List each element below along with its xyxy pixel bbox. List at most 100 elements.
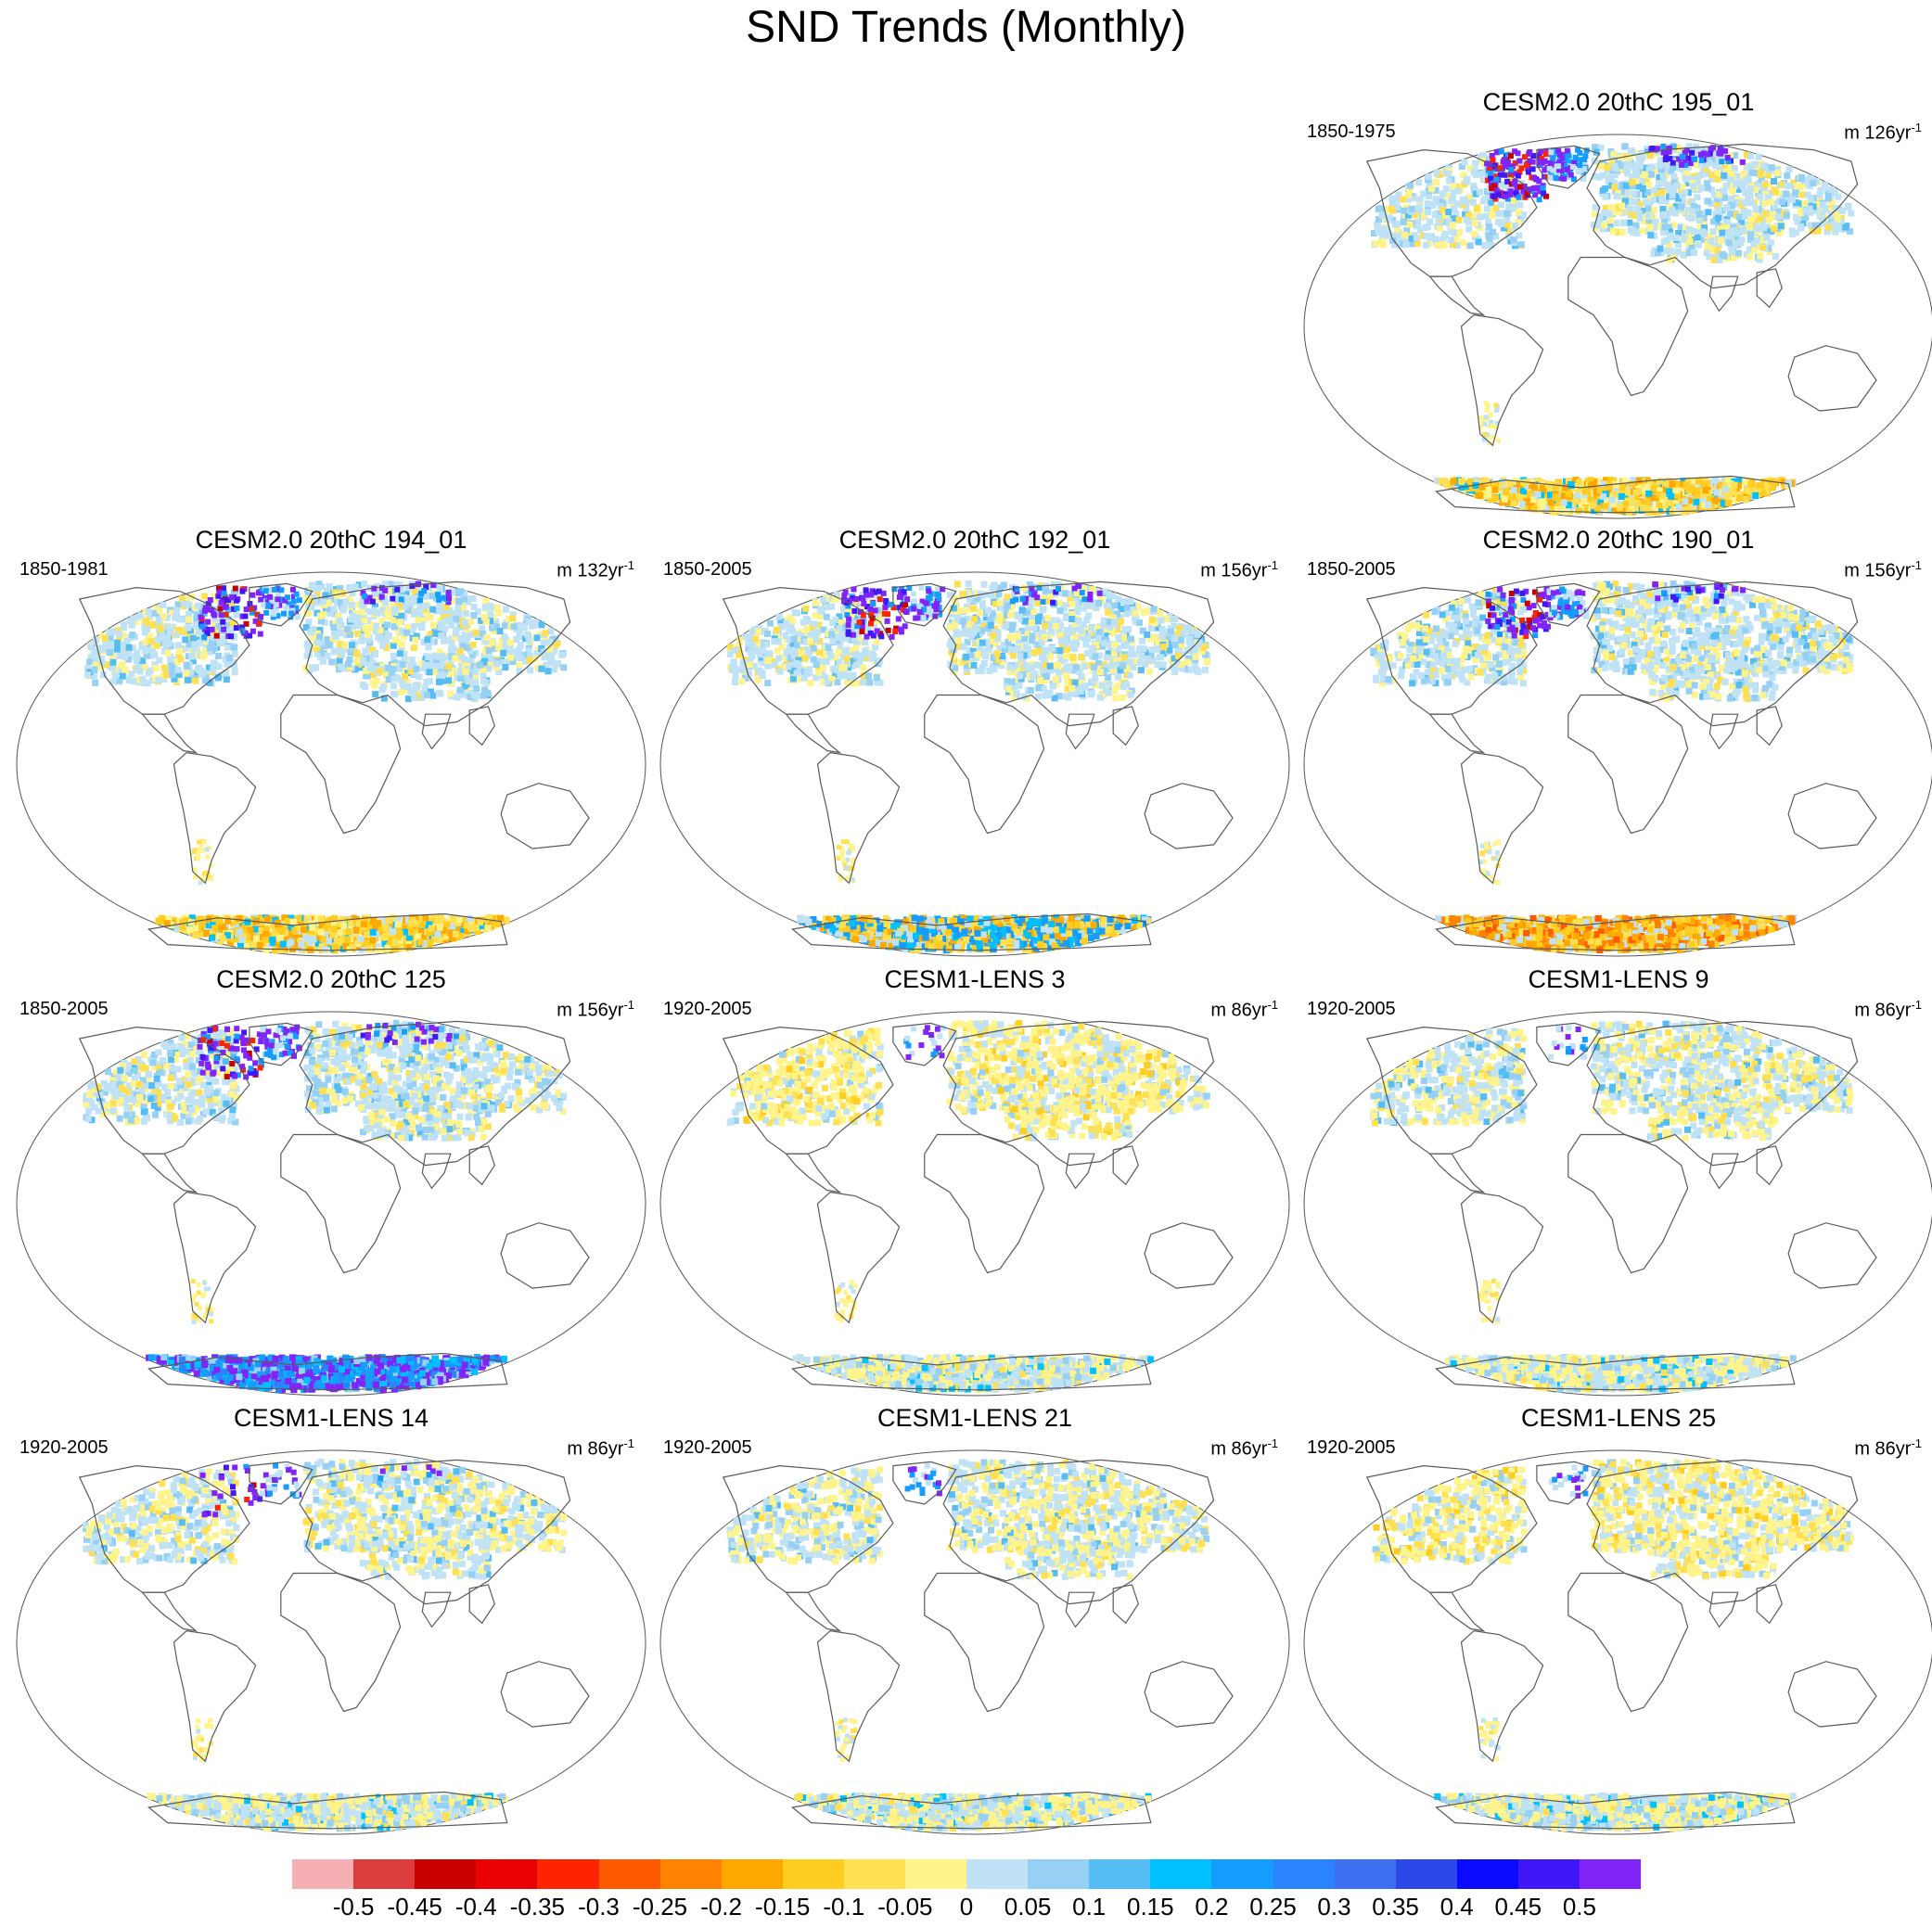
figure-title: SND Trends (Monthly) bbox=[0, 2, 1932, 54]
coastline-australia bbox=[1144, 783, 1234, 849]
coastline-eurasia bbox=[299, 1020, 571, 1167]
coastlines bbox=[722, 1459, 1234, 1830]
panel-units-exponent: -1 bbox=[1911, 121, 1922, 134]
panel-period: 1850-1981 bbox=[19, 558, 109, 581]
coastline-australia bbox=[1787, 1222, 1877, 1289]
coastline-seAsia bbox=[468, 1145, 495, 1186]
coastline-greenland bbox=[892, 582, 957, 627]
colorbar-label: 0.1 bbox=[1072, 1893, 1106, 1921]
panel-units: m 156yr-1 bbox=[1200, 555, 1278, 582]
snow-trend-north bbox=[726, 1020, 1210, 1142]
coastline-northAmerica bbox=[1365, 1464, 1538, 1593]
colorbar-label: 0.35 bbox=[1372, 1893, 1419, 1921]
coastline-africa bbox=[924, 1133, 1045, 1274]
coastline-centralAmerica bbox=[1428, 275, 1486, 316]
coastline-seAsia bbox=[1756, 1584, 1783, 1625]
colorbar-label: 0.4 bbox=[1440, 1893, 1474, 1921]
coastline-seAsia bbox=[1112, 1145, 1139, 1186]
snow-trend-north bbox=[1370, 581, 1854, 702]
coastline-india bbox=[1708, 1153, 1739, 1190]
panel-units-exponent: -1 bbox=[1911, 558, 1922, 572]
snow-trend-antarctica bbox=[1434, 1793, 1797, 1832]
coastlines bbox=[1365, 581, 1877, 951]
coastline-seAsia bbox=[1112, 706, 1139, 747]
snow-trend-north bbox=[1371, 143, 1855, 264]
colorbar-swatch bbox=[1273, 1859, 1336, 1889]
panel-units-base: m 126yr bbox=[1844, 123, 1911, 144]
colorbar-label: 0 bbox=[960, 1893, 973, 1921]
colorbar-label: -0.15 bbox=[755, 1893, 810, 1921]
panel-title: CESM2.0 20thC 125 bbox=[9, 964, 653, 994]
coastline-eurasia bbox=[299, 1459, 571, 1605]
colorbar-swatch bbox=[353, 1859, 416, 1889]
coastline-seAsia bbox=[1756, 268, 1783, 309]
panel-period: 1920-2005 bbox=[1307, 998, 1396, 1020]
snow-trend-north bbox=[726, 1459, 1210, 1580]
colorbar-label: 0.2 bbox=[1195, 1893, 1228, 1921]
world-map bbox=[16, 1449, 646, 1835]
map-panel: CESM2.0 20thC 192_01 1850-2005 m 156yr-1 bbox=[653, 525, 1297, 961]
panel-units-base: m 86yr bbox=[1854, 1001, 1911, 1021]
panel-units: m 156yr-1 bbox=[557, 994, 634, 1022]
panel-period: 1850-1975 bbox=[1307, 121, 1396, 143]
coastline-india bbox=[1708, 1591, 1739, 1628]
coastline-southAmerica bbox=[173, 1629, 257, 1763]
coastline-northAmerica bbox=[78, 586, 250, 715]
coastline-africa bbox=[1567, 1133, 1689, 1274]
coastline-southAmerica bbox=[173, 1191, 257, 1324]
colorbar-swatch bbox=[1579, 1859, 1642, 1889]
coastline-greenland bbox=[249, 1022, 313, 1066]
map-panel: CESM1-LENS 3 1920-2005 m 86yr-1 bbox=[653, 964, 1297, 1400]
coastline-greenland bbox=[1536, 1022, 1601, 1066]
coastline-india bbox=[1065, 1153, 1095, 1190]
panel-period: 1920-2005 bbox=[663, 998, 752, 1020]
panel-units-exponent: -1 bbox=[623, 558, 634, 572]
panel-units-exponent: -1 bbox=[623, 1436, 634, 1450]
panel-units: m 86yr-1 bbox=[1854, 994, 1922, 1022]
coastline-northAmerica bbox=[722, 1026, 894, 1155]
panel-title: CESM2.0 20thC 192_01 bbox=[653, 525, 1297, 555]
panel-units-base: m 156yr bbox=[1200, 561, 1267, 581]
world-map bbox=[659, 571, 1290, 957]
coastline-centralAmerica bbox=[785, 713, 842, 754]
panel-units-base: m 86yr bbox=[1854, 1439, 1911, 1460]
colorbar-swatch bbox=[1150, 1859, 1212, 1889]
panel-units: m 156yr-1 bbox=[1844, 555, 1922, 582]
coastline-eurasia bbox=[942, 1020, 1215, 1167]
panel-units-base: m 156yr bbox=[1844, 561, 1911, 581]
coastlines bbox=[1365, 1020, 1877, 1391]
coastline-southAmerica bbox=[816, 1191, 901, 1324]
coastline-india bbox=[421, 1591, 452, 1628]
colorbar-swatch bbox=[966, 1859, 1029, 1889]
panel-units-base: m 156yr bbox=[557, 1001, 623, 1021]
panel-units: m 86yr-1 bbox=[1210, 994, 1278, 1022]
coastline-australia bbox=[1144, 1222, 1234, 1289]
snow-trend-andes bbox=[190, 1717, 214, 1763]
coastline-antarctica bbox=[790, 1352, 1152, 1391]
coastline-seAsia bbox=[1112, 1584, 1139, 1625]
snow-trend-north bbox=[726, 580, 1210, 702]
coastline-northAmerica bbox=[722, 586, 894, 715]
world-map bbox=[1303, 134, 1932, 519]
snow-trend-andes bbox=[1478, 401, 1501, 446]
snow-trend-antarctica bbox=[1435, 914, 1798, 954]
coastline-northAmerica bbox=[1365, 148, 1538, 277]
coastline-australia bbox=[500, 1222, 590, 1289]
coastline-seAsia bbox=[468, 1584, 495, 1625]
panel-title: CESM1-LENS 9 bbox=[1297, 964, 1932, 994]
panel-title: CESM1-LENS 3 bbox=[653, 964, 1297, 994]
coastline-northAmerica bbox=[1365, 586, 1538, 715]
colorbar-swatch bbox=[843, 1859, 906, 1889]
snow-trend-antarctica bbox=[797, 914, 1152, 954]
coastline-india bbox=[421, 1153, 452, 1190]
colorbar-swatch bbox=[415, 1859, 477, 1889]
coastline-greenland bbox=[892, 1461, 957, 1505]
coastline-northAmerica bbox=[78, 1026, 250, 1155]
colorbar-label: -0.1 bbox=[823, 1893, 864, 1921]
coastline-eurasia bbox=[1586, 1020, 1859, 1167]
colorbar-label: -0.05 bbox=[877, 1893, 932, 1921]
coastline-eurasia bbox=[1586, 143, 1859, 289]
colorbar-swatch bbox=[1456, 1859, 1519, 1889]
coastline-antarctica bbox=[790, 1791, 1152, 1830]
coastline-australia bbox=[1787, 783, 1877, 849]
